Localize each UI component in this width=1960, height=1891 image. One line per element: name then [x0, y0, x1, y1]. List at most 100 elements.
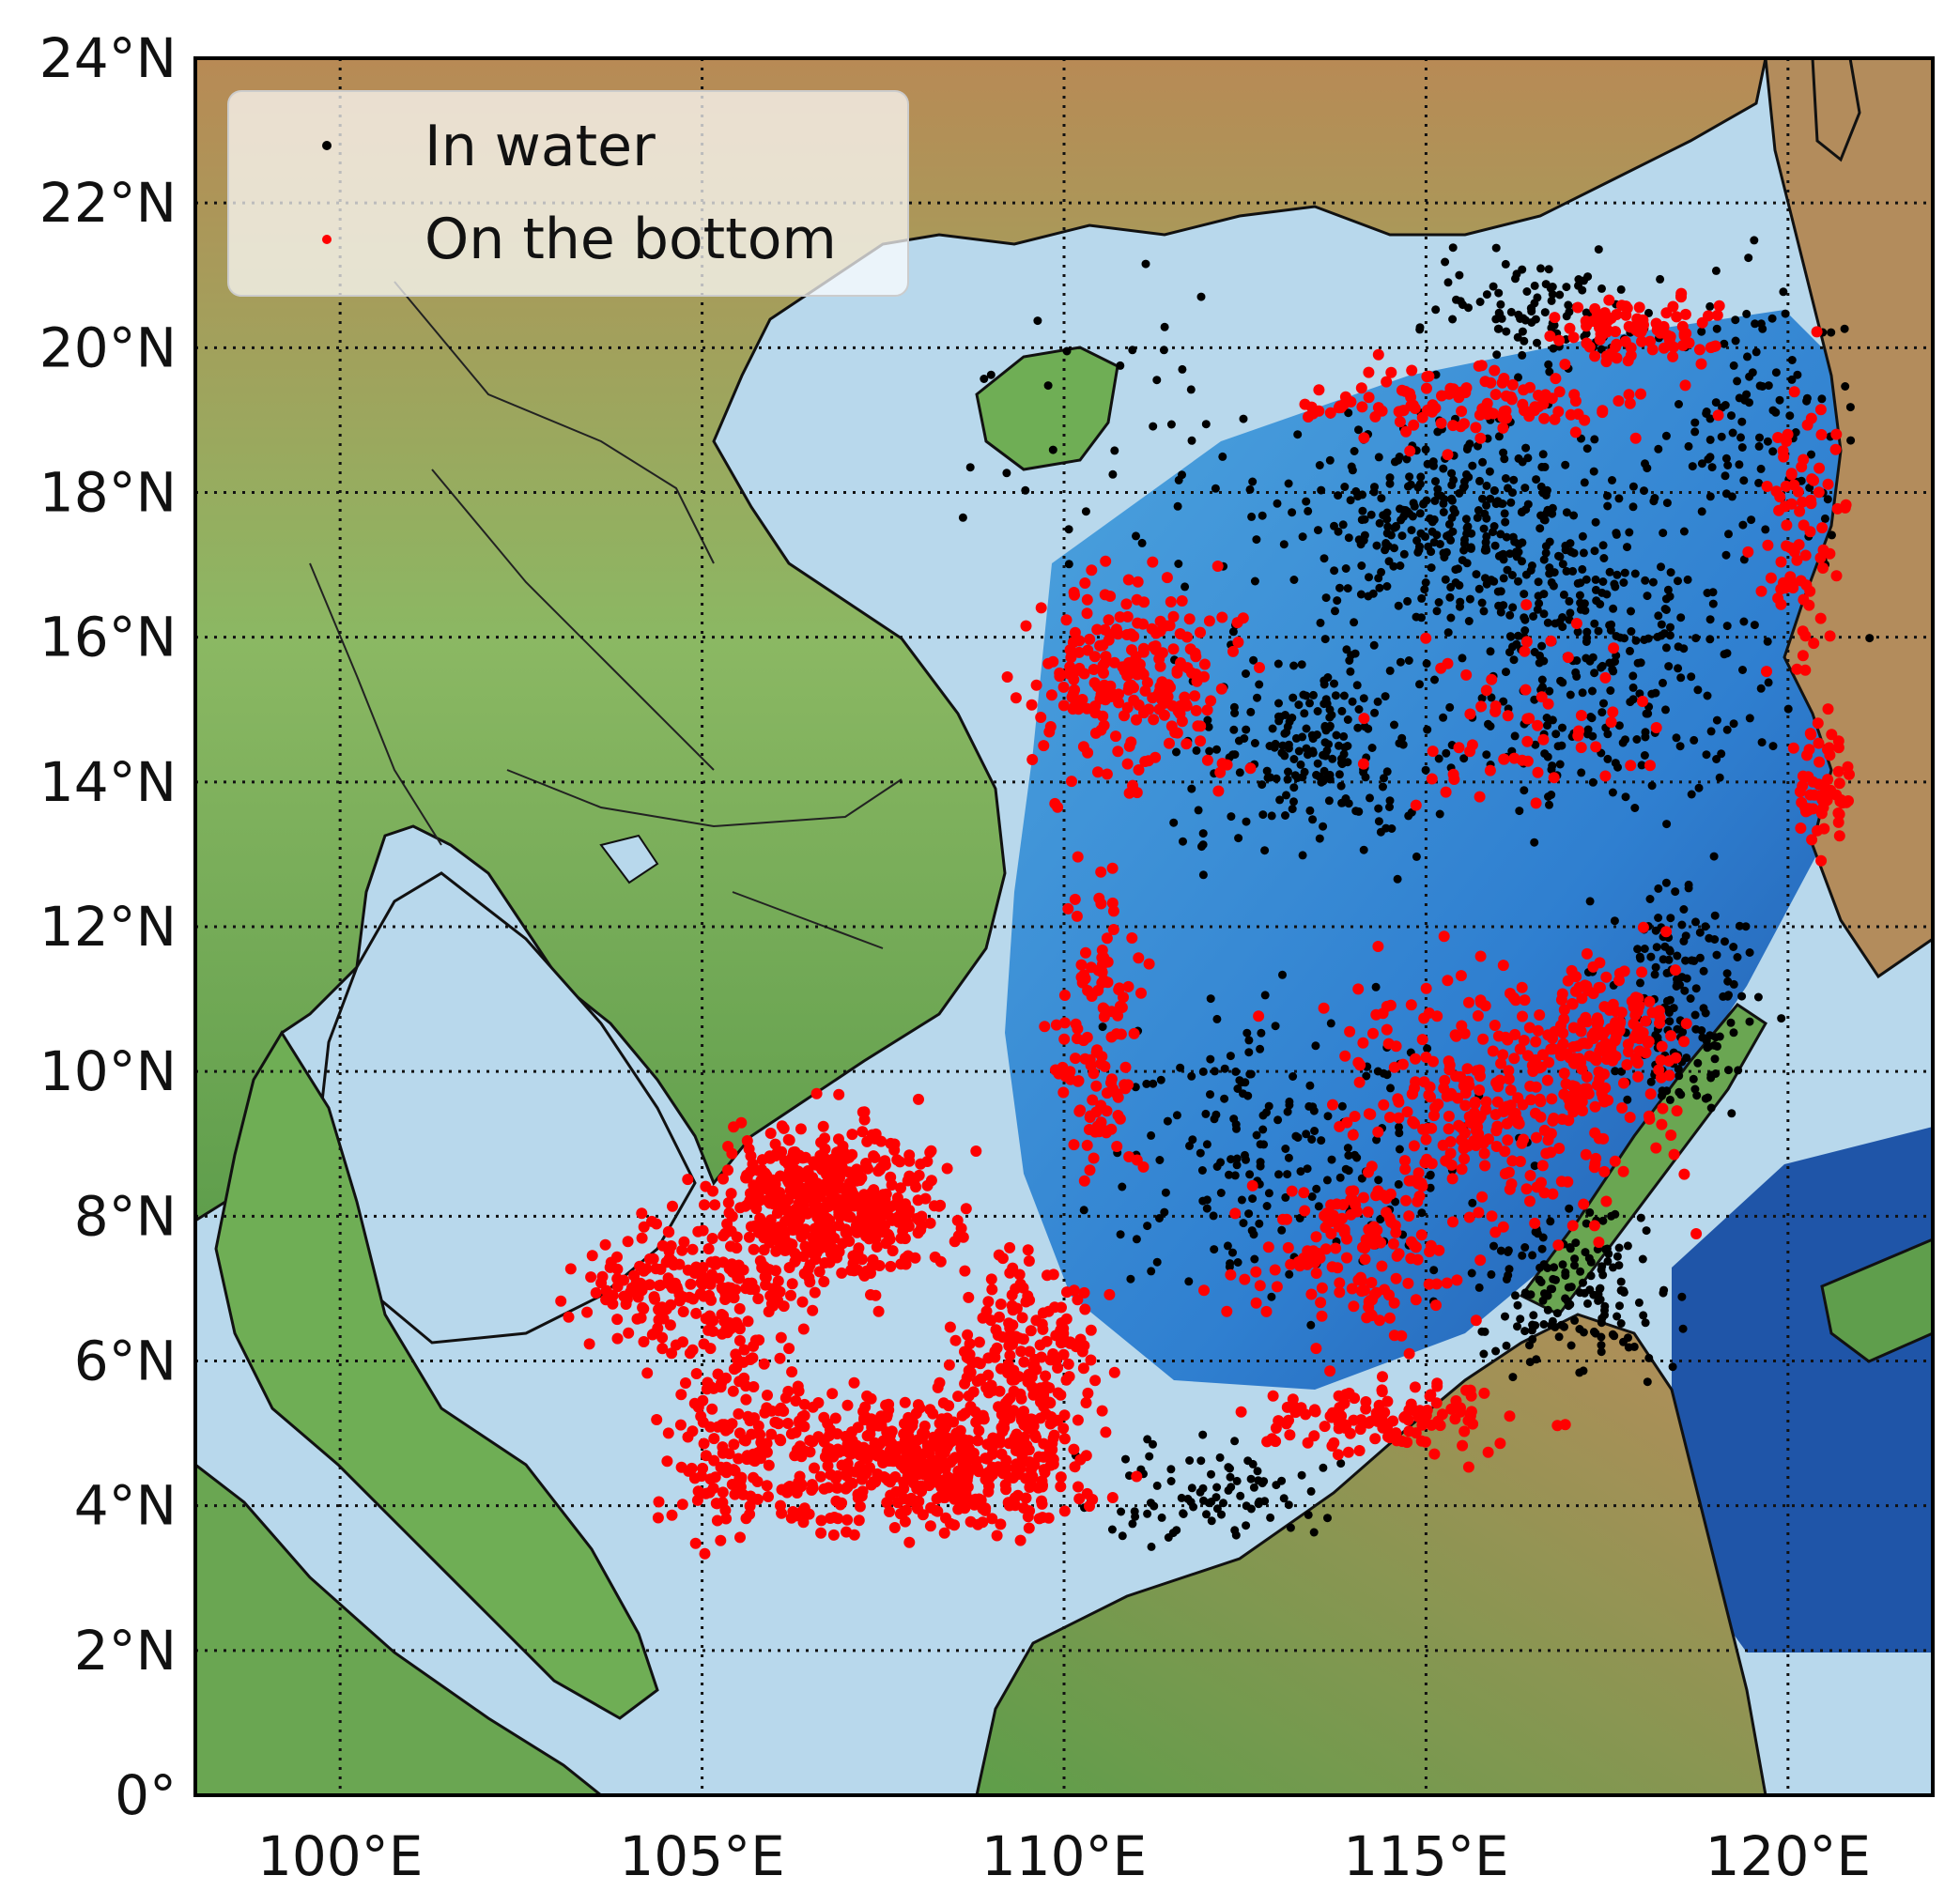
on-the-bottom-point	[1181, 738, 1193, 750]
on-the-bottom-point	[1432, 1099, 1444, 1110]
in-water-point	[1198, 1430, 1208, 1439]
in-water-point	[1729, 1028, 1738, 1038]
in-water-point	[1739, 555, 1749, 564]
on-the-bottom-point	[1516, 1137, 1528, 1149]
on-the-bottom-point	[1100, 1426, 1112, 1438]
lat-tick-label: 14°N	[39, 750, 177, 814]
on-the-bottom-point	[1004, 1267, 1016, 1279]
in-water-point	[1557, 741, 1566, 750]
in-water-point	[1558, 1260, 1567, 1269]
in-water-point	[1202, 1204, 1211, 1213]
on-the-bottom-point	[959, 1377, 971, 1390]
on-the-bottom-point	[1577, 1016, 1589, 1028]
in-water-point	[1496, 607, 1505, 617]
on-the-bottom-point	[641, 1367, 654, 1379]
on-the-bottom-point	[1503, 1073, 1515, 1085]
in-water-point	[1596, 1284, 1605, 1293]
on-the-bottom-point	[1671, 1105, 1683, 1117]
on-the-bottom-point	[1480, 1103, 1492, 1115]
on-the-bottom-point	[1640, 1015, 1652, 1027]
on-the-bottom-point	[1090, 1080, 1103, 1092]
on-the-bottom-point	[1458, 1143, 1470, 1155]
on-the-bottom-point	[1670, 964, 1681, 976]
in-water-point	[1582, 1219, 1591, 1228]
in-water-point	[1255, 1219, 1264, 1228]
on-the-bottom-point	[752, 1293, 764, 1305]
in-water-point	[1339, 731, 1349, 741]
on-the-bottom-point	[690, 1368, 702, 1379]
in-water-point	[1787, 375, 1797, 384]
on-the-bottom-point	[1300, 1408, 1312, 1421]
on-the-bottom-point	[1080, 946, 1091, 959]
in-water-point	[1543, 618, 1552, 627]
on-the-bottom-point	[1477, 1033, 1489, 1045]
in-water-point	[1641, 576, 1650, 585]
on-the-bottom-point	[1491, 1120, 1504, 1132]
on-the-bottom-point	[912, 1399, 924, 1411]
on-the-bottom-point	[832, 1443, 844, 1455]
on-the-bottom-point	[1008, 1405, 1020, 1417]
on-the-bottom-point	[764, 1128, 777, 1139]
in-water-point	[1522, 1290, 1532, 1299]
philippines	[1764, 58, 1933, 979]
in-water-point	[1523, 500, 1533, 509]
in-water-point	[1439, 548, 1448, 558]
on-the-bottom-point	[1514, 1156, 1526, 1167]
on-the-bottom-point	[728, 1121, 740, 1133]
on-the-bottom-point	[971, 1462, 983, 1474]
on-the-bottom-point	[1781, 436, 1793, 448]
in-water-point	[1687, 790, 1696, 799]
in-water-point	[1443, 278, 1453, 287]
in-water-point	[1556, 676, 1566, 685]
in-water-point	[1613, 1252, 1622, 1261]
on-the-bottom-point	[1176, 595, 1188, 607]
on-the-bottom-point	[1775, 556, 1787, 568]
on-the-bottom-point	[818, 1276, 830, 1287]
on-the-bottom-point	[1502, 710, 1514, 722]
in-water-point	[1248, 477, 1258, 486]
on-the-bottom-point	[698, 1338, 710, 1350]
in-water-point	[1489, 528, 1497, 537]
in-water-point	[1337, 706, 1347, 715]
in-water-point	[1580, 599, 1589, 608]
on-the-bottom-point	[1121, 610, 1134, 623]
on-the-bottom-point	[1470, 1125, 1482, 1137]
on-the-bottom-point	[949, 1519, 961, 1531]
in-water-point	[1644, 1353, 1654, 1362]
on-the-bottom-point	[722, 1141, 734, 1152]
on-the-bottom-point	[1067, 703, 1079, 715]
on-the-bottom-point	[858, 1106, 871, 1118]
in-water-point	[1448, 243, 1458, 253]
on-the-bottom-point	[1055, 1481, 1067, 1493]
in-water-point	[1289, 797, 1298, 807]
in-water-point	[1636, 978, 1644, 988]
on-the-bottom-point	[1438, 930, 1450, 943]
on-the-bottom-point	[1617, 1165, 1629, 1177]
on-the-bottom-point	[1154, 625, 1166, 638]
on-the-bottom-point	[729, 1488, 741, 1500]
in-water-point	[1581, 1248, 1590, 1257]
in-water-point	[1479, 524, 1489, 533]
in-water-point	[1159, 346, 1168, 355]
in-water-point	[1281, 1145, 1290, 1153]
on-the-bottom-point	[1503, 1065, 1515, 1077]
in-water-point	[1573, 627, 1582, 637]
on-the-bottom-point	[1098, 719, 1110, 731]
on-the-bottom-point	[783, 1176, 795, 1189]
in-water-point	[1510, 731, 1520, 741]
on-the-bottom-point	[1413, 1191, 1426, 1202]
on-the-bottom-point	[985, 1314, 997, 1327]
on-the-bottom-point	[1588, 1027, 1600, 1039]
in-water-point	[1558, 560, 1567, 569]
in-water-point	[1599, 554, 1609, 562]
in-water-point	[1347, 462, 1356, 471]
on-the-bottom-point	[846, 1129, 858, 1141]
in-water-point	[1330, 679, 1338, 688]
on-the-bottom-point	[747, 1352, 759, 1364]
in-water-point	[1626, 646, 1634, 655]
on-the-bottom-point	[1134, 658, 1146, 670]
on-the-bottom-point	[1107, 905, 1119, 917]
in-water-point	[1205, 746, 1214, 756]
on-the-bottom-point	[994, 1437, 1006, 1449]
in-water-point	[1374, 804, 1383, 813]
